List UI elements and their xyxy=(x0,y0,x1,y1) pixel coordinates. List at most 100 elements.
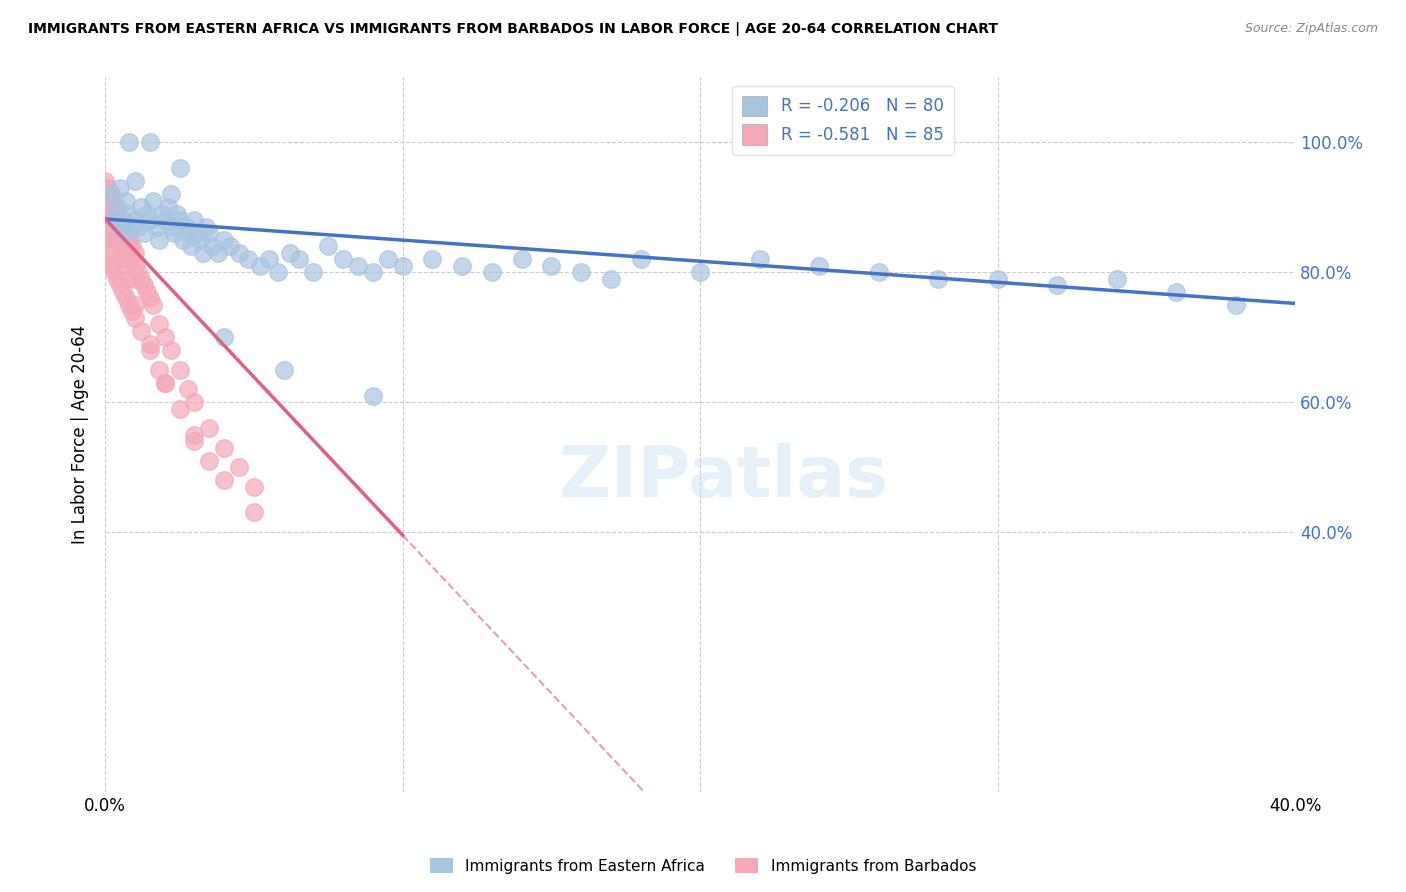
Point xyxy=(156,200,179,214)
Point xyxy=(121,239,143,253)
Point xyxy=(150,207,173,221)
Point xyxy=(132,278,155,293)
Point xyxy=(808,259,831,273)
Point xyxy=(115,291,138,305)
Point xyxy=(183,434,205,448)
Point xyxy=(510,252,533,267)
Point xyxy=(124,271,146,285)
Point xyxy=(153,376,176,390)
Point xyxy=(169,362,191,376)
Point xyxy=(112,285,135,299)
Point xyxy=(148,317,170,331)
Point xyxy=(139,213,162,227)
Point xyxy=(108,278,131,293)
Point xyxy=(228,460,250,475)
Point xyxy=(129,271,152,285)
Point xyxy=(118,298,141,312)
Point xyxy=(481,265,503,279)
Point xyxy=(118,207,141,221)
Point xyxy=(177,227,200,241)
Point xyxy=(169,401,191,416)
Point xyxy=(108,252,131,267)
Point xyxy=(1225,298,1247,312)
Point xyxy=(361,389,384,403)
Point xyxy=(159,219,181,234)
Point xyxy=(94,245,117,260)
Point xyxy=(228,245,250,260)
Point xyxy=(105,200,128,214)
Point xyxy=(108,239,131,253)
Point xyxy=(186,227,208,241)
Point xyxy=(118,233,141,247)
Point xyxy=(689,265,711,279)
Point xyxy=(198,453,221,467)
Point xyxy=(159,343,181,358)
Point xyxy=(361,265,384,279)
Point xyxy=(115,252,138,267)
Point xyxy=(105,207,128,221)
Point xyxy=(249,259,271,273)
Point xyxy=(630,252,652,267)
Point xyxy=(287,252,309,267)
Point xyxy=(316,239,339,253)
Point xyxy=(108,227,131,241)
Point xyxy=(124,259,146,273)
Point xyxy=(159,187,181,202)
Point xyxy=(148,233,170,247)
Point xyxy=(103,265,125,279)
Point xyxy=(748,252,770,267)
Point xyxy=(169,213,191,227)
Point xyxy=(100,187,122,202)
Point xyxy=(139,291,162,305)
Point xyxy=(267,265,290,279)
Point xyxy=(108,219,131,234)
Point xyxy=(103,227,125,241)
Point xyxy=(129,200,152,214)
Point xyxy=(94,181,117,195)
Point xyxy=(212,330,235,344)
Point xyxy=(94,207,117,221)
Point xyxy=(162,227,184,241)
Point xyxy=(987,271,1010,285)
Point xyxy=(124,298,146,312)
Point xyxy=(124,174,146,188)
Point xyxy=(207,245,229,260)
Point xyxy=(391,259,413,273)
Point xyxy=(183,213,205,227)
Point xyxy=(599,271,621,285)
Point xyxy=(129,324,152,338)
Point xyxy=(118,245,141,260)
Point xyxy=(105,219,128,234)
Point xyxy=(868,265,890,279)
Point xyxy=(212,473,235,487)
Point xyxy=(257,252,280,267)
Point xyxy=(124,213,146,227)
Point xyxy=(108,213,131,227)
Point xyxy=(97,213,120,227)
Point xyxy=(198,421,221,435)
Point xyxy=(115,271,138,285)
Point xyxy=(135,285,157,299)
Point xyxy=(124,310,146,325)
Point xyxy=(112,213,135,227)
Point xyxy=(142,298,165,312)
Point xyxy=(118,239,141,253)
Point xyxy=(193,245,215,260)
Point xyxy=(1105,271,1128,285)
Point xyxy=(212,233,235,247)
Point xyxy=(169,161,191,176)
Point xyxy=(100,207,122,221)
Point xyxy=(153,376,176,390)
Point xyxy=(145,219,167,234)
Point xyxy=(135,207,157,221)
Point xyxy=(174,219,197,234)
Point xyxy=(121,304,143,318)
Point xyxy=(1164,285,1187,299)
Point xyxy=(103,213,125,227)
Point xyxy=(243,506,266,520)
Point xyxy=(100,187,122,202)
Point xyxy=(103,200,125,214)
Point xyxy=(927,271,949,285)
Point xyxy=(540,259,562,273)
Point xyxy=(94,213,117,227)
